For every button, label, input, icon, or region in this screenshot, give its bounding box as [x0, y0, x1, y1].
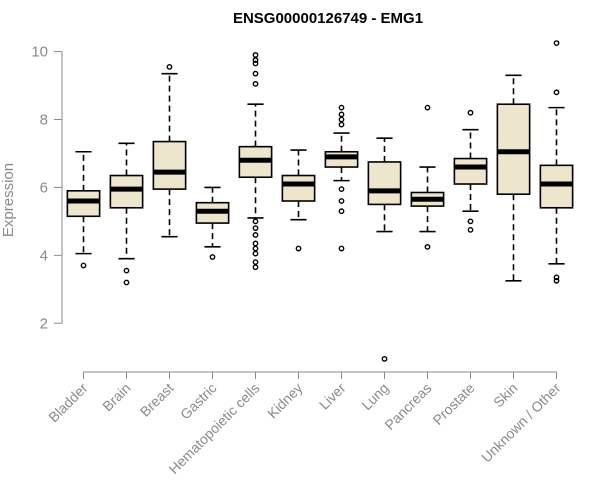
outlier-point: [252, 80, 259, 87]
box-iqr: [281, 174, 316, 202]
y-tick-label: 8: [40, 112, 48, 129]
x-tick-label: Pancreas: [381, 380, 434, 433]
box-5: [238, 52, 273, 271]
outlier-point: [80, 262, 87, 269]
outlier-point: [467, 226, 474, 233]
plot-area: [66, 40, 574, 362]
outlier-point: [123, 267, 130, 274]
box-6: [281, 149, 316, 252]
box-iqr: [152, 140, 187, 190]
x-tick-label: Prostate: [429, 380, 477, 428]
chart-title: ENSG00000126749 - EMG1: [233, 10, 423, 27]
outlier-point: [424, 243, 431, 250]
box-9: [410, 104, 445, 250]
outlier-point: [338, 121, 345, 128]
outlier-point: [553, 277, 560, 284]
outlier-point: [123, 279, 130, 286]
outlier-point: [381, 356, 388, 362]
outlier-point: [338, 116, 345, 123]
outlier-point: [338, 186, 345, 193]
x-tick-label: Gastric: [177, 380, 220, 423]
outlier-point: [338, 104, 345, 111]
outlier-point: [209, 254, 216, 260]
x-tick-label: Lung: [358, 380, 391, 413]
outlier-point: [424, 104, 431, 111]
outlier-point: [295, 245, 302, 252]
x-tick-label: Liver: [316, 380, 349, 413]
box-7: [324, 104, 359, 252]
y-tick-label: 2: [40, 315, 48, 332]
y-axis-label: Expression: [0, 163, 17, 237]
box-10: [453, 109, 488, 233]
outlier-point: [338, 111, 345, 118]
box-iqr: [66, 190, 101, 218]
outlier-point: [252, 245, 259, 252]
x-tick-label: Bladder: [45, 380, 91, 426]
outlier-point: [252, 57, 259, 63]
x-tick-label: Breast: [137, 380, 177, 420]
outlier-point: [166, 63, 173, 70]
box-1: [66, 150, 101, 269]
box-3: [152, 63, 187, 238]
box-iqr: [324, 150, 359, 168]
x-tick-label: Skin: [490, 380, 521, 411]
outlier-point: [553, 40, 560, 46]
outlier-point: [252, 259, 259, 266]
box-11: [496, 74, 531, 282]
outlier-point: [252, 240, 259, 247]
outlier-point: [553, 89, 560, 96]
box-iqr: [367, 161, 402, 206]
y-axis: 2 4 6 8 10: [31, 44, 63, 332]
outlier-point: [252, 60, 259, 67]
box-2: [109, 142, 144, 286]
box-4: [195, 186, 230, 260]
outlier-point: [252, 52, 259, 58]
outlier-point: [252, 264, 259, 271]
outlier-point: [252, 225, 259, 232]
box-iqr: [109, 174, 144, 209]
y-tick-label: 10: [31, 44, 48, 61]
outlier-point: [467, 218, 474, 225]
outlier-point: [553, 274, 560, 281]
x-tick-label: Unknown / Other: [478, 380, 564, 466]
y-tick-label: 4: [40, 247, 48, 264]
outlier-point: [338, 245, 345, 252]
y-tick-label: 6: [40, 179, 48, 196]
outlier-point: [252, 218, 259, 225]
box-12: [539, 40, 574, 284]
outlier-point: [338, 208, 345, 215]
outlier-point: [338, 198, 345, 204]
box-iqr: [496, 103, 531, 196]
outlier-point: [467, 109, 474, 116]
outlier-point: [252, 232, 259, 238]
box-8: [367, 137, 402, 362]
outlier-point: [252, 70, 259, 77]
x-tick-label: Brain: [99, 380, 133, 414]
box-iqr: [453, 157, 488, 185]
outlier-point: [252, 250, 259, 257]
x-tick-label: Kidney: [264, 380, 306, 422]
box-iqr: [539, 164, 574, 209]
